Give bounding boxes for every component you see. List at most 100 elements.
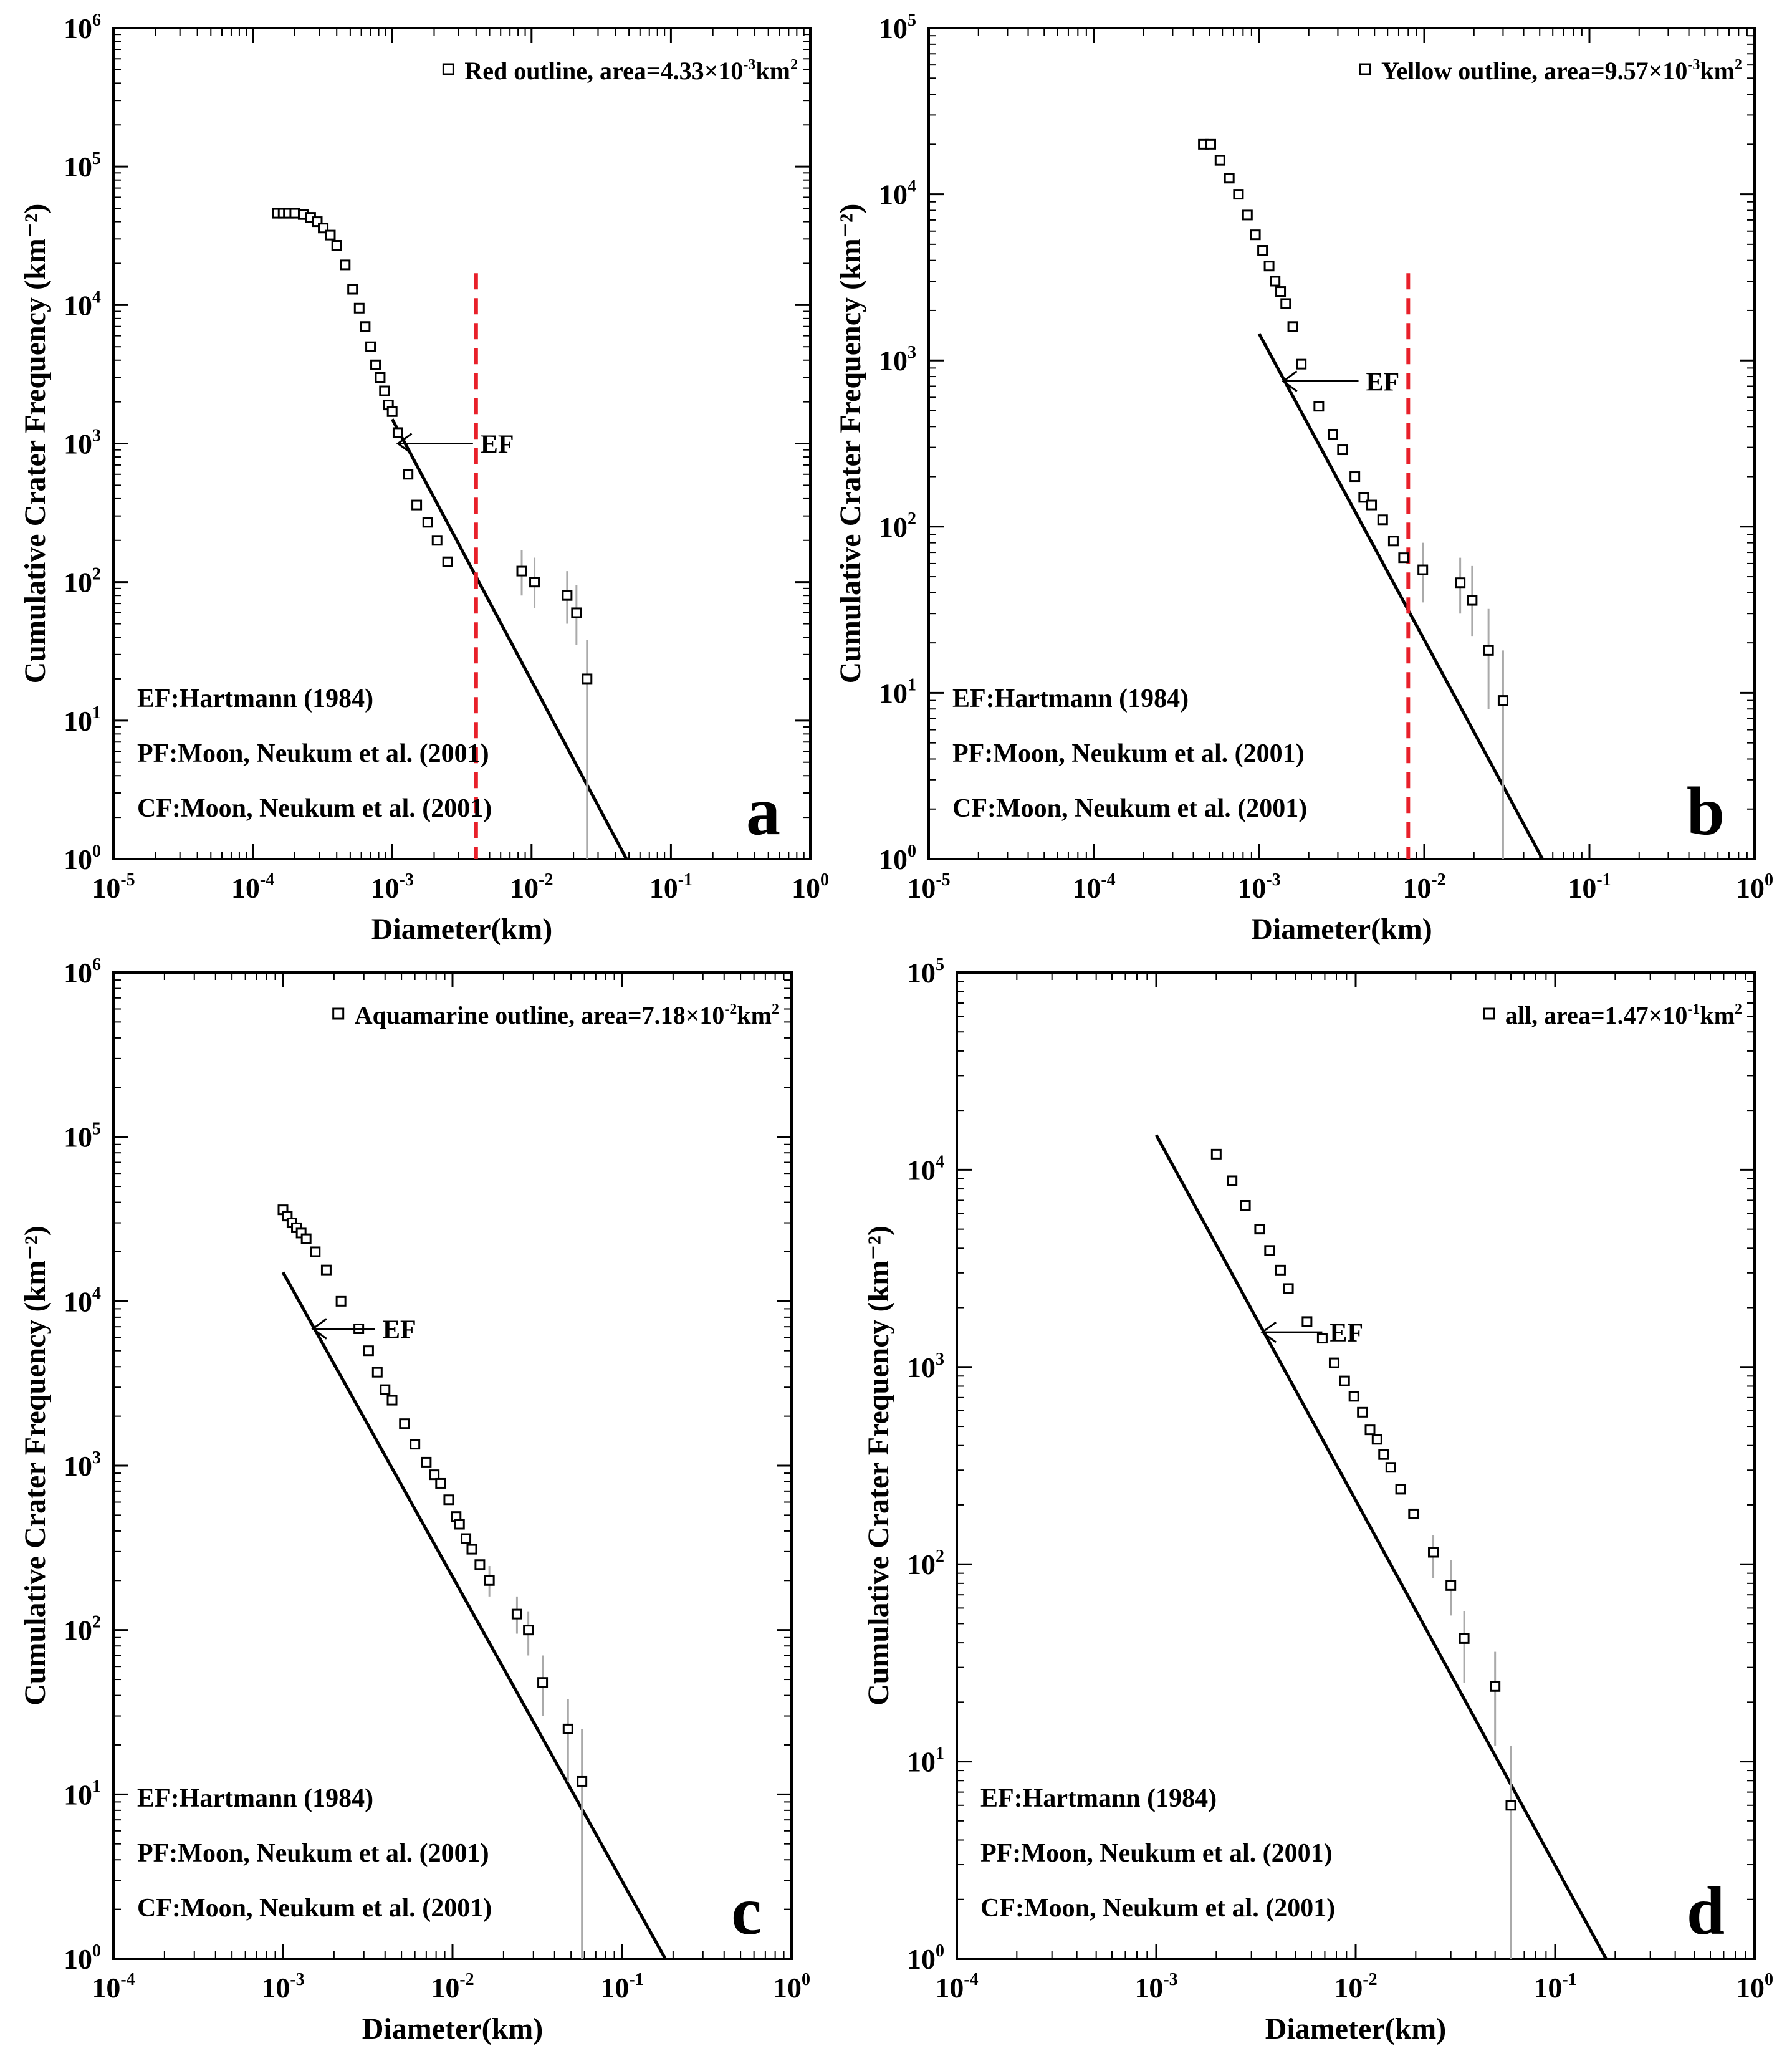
data-point xyxy=(1371,1434,1382,1445)
data-point xyxy=(353,302,365,314)
reference-text: CF:Moon, Neukum et al. (2001) xyxy=(980,1894,1335,1923)
data-point xyxy=(1467,595,1478,606)
y-axis-title: Cumulative Crater Frequency (km⁻²) xyxy=(19,204,52,684)
data-point xyxy=(379,385,390,396)
data-point xyxy=(1313,401,1325,412)
y-tick-label: 104 xyxy=(64,1284,101,1317)
y-tick-label: 104 xyxy=(879,177,916,211)
data-point xyxy=(1283,1283,1294,1294)
y-tick-label: 105 xyxy=(64,149,101,183)
data-point xyxy=(1264,1245,1275,1256)
data-point xyxy=(1387,536,1399,547)
data-point xyxy=(562,1723,573,1734)
reference-text: PF:Moon, Neukum et al. (2001) xyxy=(980,1839,1333,1868)
data-point xyxy=(1378,1449,1389,1460)
x-tick-label: 10-4 xyxy=(231,870,274,904)
y-tick-label: 101 xyxy=(64,1777,101,1810)
data-point xyxy=(1417,564,1429,575)
data-point xyxy=(380,1384,391,1395)
y-axis-title: Cumulative Crater Frequency (km⁻²) xyxy=(862,1226,895,1706)
panel-a: 10-5 10-4 10-3 10-2 10-1 100 100 101 102 103 104 10… xyxy=(19,11,829,946)
data-point xyxy=(1257,245,1268,256)
data-point xyxy=(411,499,423,511)
y-tick-label: 100 xyxy=(879,842,916,875)
x-tick-label: 10-2 xyxy=(431,1970,474,2004)
data-point xyxy=(347,284,358,295)
data-point xyxy=(310,1246,321,1257)
data-point xyxy=(1210,1148,1222,1160)
data-point xyxy=(1366,499,1378,511)
x-tick-label: 10-2 xyxy=(1334,1970,1377,2004)
x-tick-label: 10-5 xyxy=(907,870,950,904)
data-point xyxy=(1316,1333,1328,1344)
data-point xyxy=(1205,138,1217,150)
x-tick-label: 100 xyxy=(773,1970,810,2004)
y-tick-label: 101 xyxy=(879,675,916,709)
data-point xyxy=(371,1367,383,1378)
x-tick-label: 10-1 xyxy=(600,1970,643,2004)
data-point xyxy=(1408,1508,1419,1519)
data-point xyxy=(1227,1175,1238,1186)
x-axis-title: Diameter(km) xyxy=(362,2012,544,2045)
legend-marker xyxy=(442,63,454,75)
panel-letter: c xyxy=(731,1873,762,1949)
fit-line xyxy=(1154,1134,1608,1959)
data-point xyxy=(1339,1375,1350,1386)
ef-arrow-head xyxy=(1282,370,1298,392)
data-point xyxy=(1233,189,1244,200)
reference-text: PF:Moon, Neukum et al. (2001) xyxy=(137,1839,489,1868)
reference-text: PF:Moon, Neukum et al. (2001) xyxy=(952,739,1305,768)
data-point xyxy=(1224,173,1235,184)
data-point xyxy=(1242,209,1253,221)
data-point xyxy=(511,1608,522,1620)
data-point xyxy=(325,229,336,241)
x-tick-label: 100 xyxy=(1736,1970,1773,2004)
x-tick-label: 10-4 xyxy=(935,1970,978,2004)
plot-area xyxy=(277,1204,667,1959)
data-point xyxy=(454,1519,465,1530)
y-tick-label: 105 xyxy=(64,1120,101,1153)
data-point xyxy=(1348,1391,1359,1402)
data-point xyxy=(1254,1224,1265,1235)
y-tick-label: 106 xyxy=(64,11,101,44)
data-point xyxy=(320,1264,332,1276)
data-point xyxy=(1214,155,1225,166)
panel-letter: d xyxy=(1687,1873,1725,1949)
data-point xyxy=(474,1559,486,1570)
data-point xyxy=(1240,1199,1251,1211)
data-point xyxy=(1358,492,1369,503)
reference-text: PF:Moon, Neukum et al. (2001) xyxy=(137,739,489,768)
data-point xyxy=(529,577,540,588)
panel-letter: a xyxy=(746,773,780,849)
panel-d: 10-4 10-3 10-2 10-1 100 100 101 102 103 104 105 Dia… xyxy=(862,955,1773,2045)
plot-area xyxy=(272,208,628,859)
y-tick-label: 103 xyxy=(907,1350,944,1383)
y-tick-label: 100 xyxy=(64,842,101,875)
x-tick-label: 10-4 xyxy=(1072,870,1115,904)
y-tick-label: 102 xyxy=(879,509,916,543)
legend-marker xyxy=(1359,63,1371,75)
x-tick-label: 10-2 xyxy=(510,870,553,904)
data-point xyxy=(1505,1800,1516,1811)
ef-arrow-head xyxy=(1260,1321,1277,1343)
y-tick-label: 103 xyxy=(879,343,916,377)
fit-line xyxy=(1257,332,1544,859)
legend-text: Yellow outline, area=9.57×10-3km2 xyxy=(1381,57,1742,85)
x-tick-label: 10-3 xyxy=(261,1970,304,2004)
data-point xyxy=(370,359,381,370)
data-point xyxy=(300,1233,312,1244)
data-point xyxy=(1357,1406,1368,1418)
data-point xyxy=(363,1345,374,1357)
data-point xyxy=(410,1439,421,1450)
data-point xyxy=(1270,276,1281,287)
ef-arrow-head xyxy=(396,433,413,454)
data-point xyxy=(577,1775,588,1787)
data-point xyxy=(1327,428,1338,440)
legend-text: all, area=1.47×10-1km2 xyxy=(1505,1001,1742,1029)
x-tick-label: 100 xyxy=(1736,870,1773,904)
data-point xyxy=(442,556,453,567)
x-tick-label: 10-1 xyxy=(649,870,692,904)
y-tick-label: 102 xyxy=(907,1547,944,1580)
y-tick-label: 104 xyxy=(64,287,101,321)
